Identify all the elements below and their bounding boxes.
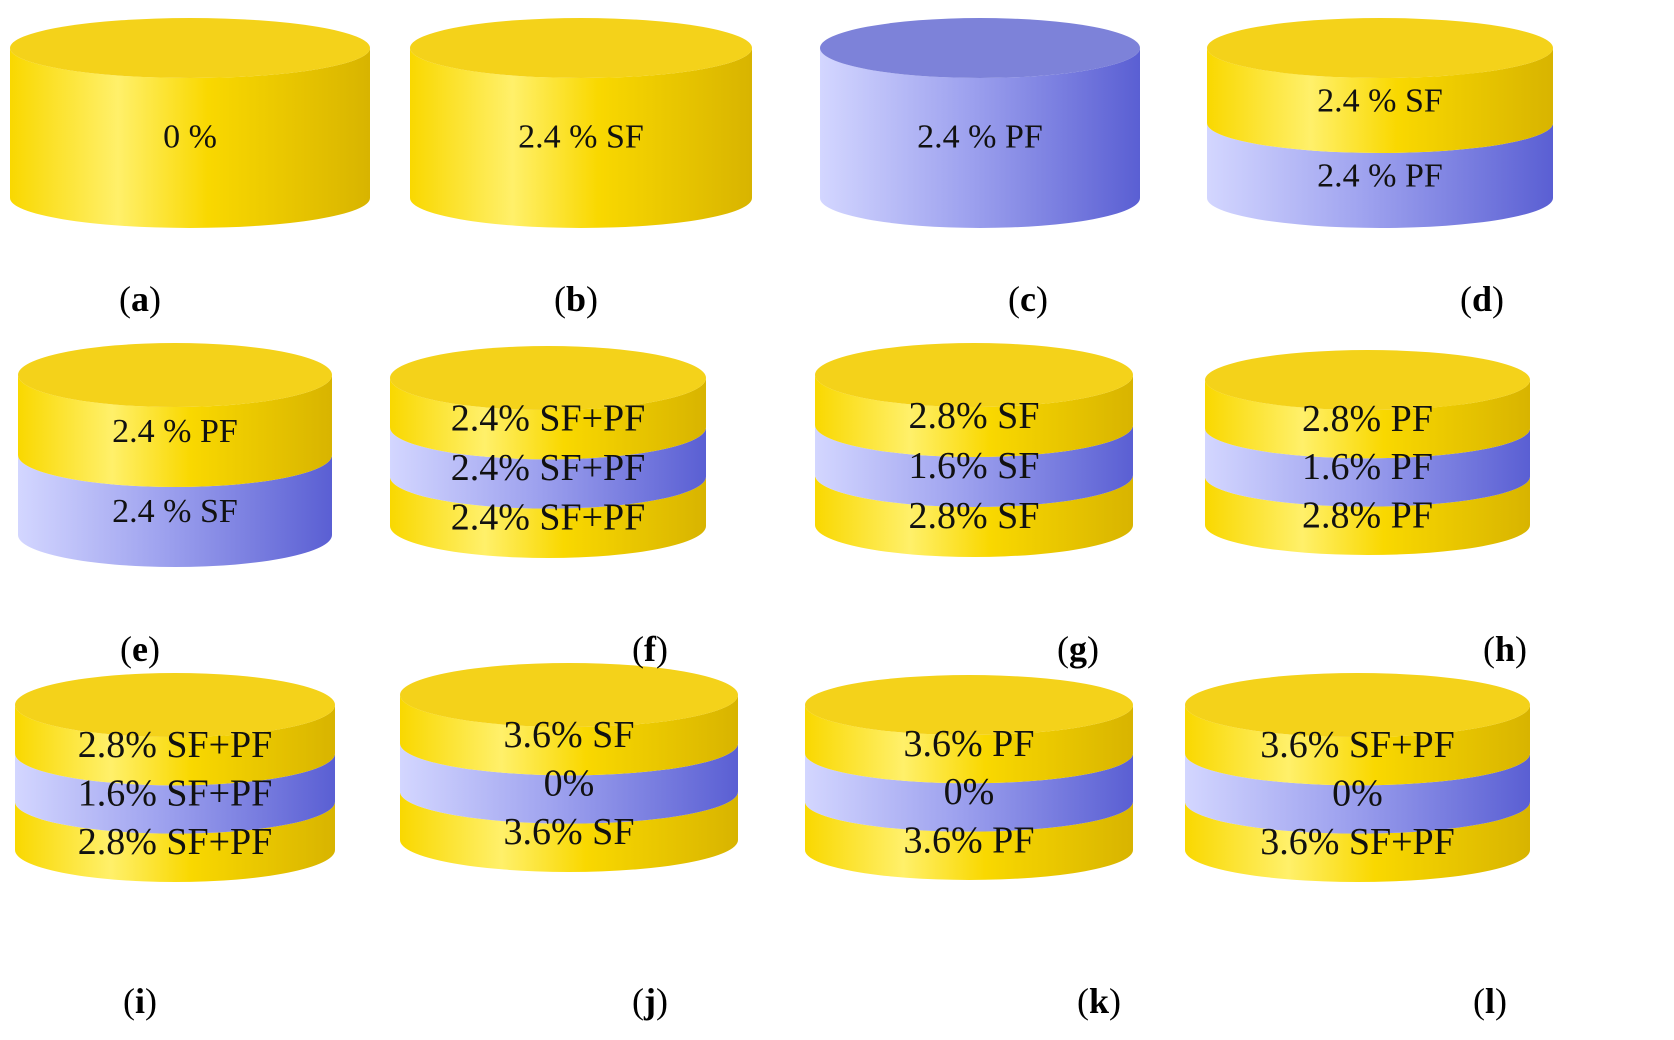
layer-label-l-2: 0% — [1332, 772, 1383, 814]
layer-label-a-1: 0 % — [163, 118, 217, 155]
top-face-c — [820, 18, 1140, 78]
layer-label-h-3: 2.8% PF — [1302, 495, 1433, 537]
layer-h-1 — [1205, 380, 1530, 459]
top-face-b — [410, 18, 752, 78]
layer-g-3 — [815, 475, 1133, 557]
layer-l-1 — [1185, 705, 1530, 786]
layer-f-1 — [390, 378, 706, 460]
panel-label-e: (e) — [120, 629, 160, 669]
cylinder-k: 3.6% PF 0% 3.6% PF — [805, 675, 1133, 880]
layer-label-l-3: 3.6% SF+PF — [1260, 821, 1455, 863]
top-face-i — [15, 673, 335, 737]
layer-f-2 — [390, 427, 706, 509]
layer-b-1 — [410, 48, 752, 228]
layer-h-3 — [1205, 476, 1530, 555]
top-face-a — [10, 18, 370, 78]
layer-e-2 — [18, 455, 332, 567]
top-face-j — [400, 663, 738, 727]
layer-f-3 — [390, 476, 706, 558]
layer-label-k-2: 0% — [944, 771, 995, 813]
layer-label-e-1: 2.4 % PF — [112, 413, 238, 450]
cylinder-d: 2.4 % SF 2.4 % PF — [1207, 18, 1553, 228]
layer-label-j-3: 3.6% SF — [504, 811, 635, 853]
layer-i-1 — [15, 705, 335, 786]
panel-label-a: (a) — [119, 279, 161, 319]
cylinder-j: 3.6% SF 0% 3.6% SF — [400, 663, 738, 872]
cylinder-b: 2.4 % SF — [410, 18, 752, 228]
layer-k-2 — [805, 753, 1133, 832]
panel-label-b: (b) — [553, 279, 599, 319]
layer-label-f-2: 2.4% SF+PF — [451, 447, 646, 489]
cylinder-e: 2.4 % PF 2.4 % SF — [18, 343, 332, 567]
layer-label-f-3: 2.4% SF+PF — [451, 496, 646, 538]
layer-label-b-1: 2.4 % SF — [518, 118, 644, 155]
cylinder-l: 3.6% SF+PF 0% 3.6% SF+PF — [1185, 673, 1530, 882]
layer-c-1 — [820, 48, 1140, 228]
layer-label-l-1: 3.6% SF+PF — [1260, 724, 1455, 766]
cylinder-c: 2.4 % PF — [820, 18, 1140, 228]
layer-g-2 — [815, 425, 1133, 507]
panel-label-l: (l) — [1472, 981, 1507, 1021]
cylinder-a: 0 % — [10, 18, 370, 228]
layer-k-3 — [805, 801, 1133, 880]
panel-label-k: (k) — [1076, 981, 1122, 1021]
layer-label-j-2: 0% — [544, 762, 595, 804]
layer-g-1 — [815, 375, 1133, 457]
layer-label-i-1: 2.8% SF+PF — [78, 724, 273, 766]
top-face-e — [18, 343, 332, 407]
layer-label-h-2: 1.6% PF — [1302, 446, 1433, 488]
layer-l-2 — [1185, 753, 1530, 834]
layer-label-e-2: 2.4 % SF — [112, 493, 238, 530]
panel-label-g: (g) — [1057, 629, 1099, 669]
cylinder-g: 2.8% SF 1.6% SF 2.8% SF — [815, 343, 1133, 557]
panel-label-i: (i) — [122, 981, 157, 1021]
layer-label-k-1: 3.6% PF — [904, 723, 1035, 765]
layer-label-g-2: 1.6% SF — [909, 445, 1040, 487]
layer-label-g-1: 2.8% SF — [909, 395, 1040, 437]
layer-d-2 — [1207, 123, 1553, 228]
top-face-f — [390, 346, 706, 410]
layer-j-1 — [400, 695, 738, 776]
panel-label-h: (h) — [1482, 629, 1528, 669]
layer-d-1 — [1207, 48, 1553, 153]
layer-j-3 — [400, 791, 738, 872]
panel-label-f: (f) — [632, 629, 668, 669]
layer-label-d-1: 2.4 % SF — [1317, 82, 1443, 119]
top-face-l — [1185, 673, 1530, 737]
top-face-d — [1207, 18, 1553, 78]
cylinder-i: 2.8% SF+PF 1.6% SF+PF 2.8% SF+PF — [15, 673, 335, 882]
layer-k-1 — [805, 705, 1133, 784]
top-face-h — [1205, 350, 1530, 410]
top-face-k — [805, 675, 1133, 735]
layer-label-d-2: 2.4 % PF — [1317, 157, 1443, 194]
layer-l-3 — [1185, 801, 1530, 882]
layer-label-h-1: 2.8% PF — [1302, 398, 1433, 440]
layer-label-f-1: 2.4% SF+PF — [451, 398, 646, 440]
panel-label-j: (j) — [632, 981, 668, 1021]
layer-label-j-1: 3.6% SF — [504, 714, 635, 756]
panel-label-d: (d) — [1459, 279, 1505, 319]
layer-label-c-1: 2.4 % PF — [917, 118, 1043, 155]
layer-e-1 — [18, 375, 332, 487]
layer-label-k-3: 3.6% PF — [904, 820, 1035, 862]
layer-a-1 — [10, 48, 370, 228]
layer-j-2 — [400, 743, 738, 824]
cylinder-f: 2.4% SF+PF 2.4% SF+PF 2.4% SF+PF — [390, 346, 706, 558]
cylinder-h: 2.8% PF 1.6% PF 2.8% PF — [1205, 350, 1530, 555]
layer-label-i-2: 1.6% SF+PF — [78, 772, 273, 814]
top-face-g — [815, 343, 1133, 407]
panel-label-c: (c) — [1008, 279, 1048, 319]
layer-i-2 — [15, 753, 335, 834]
layer-label-i-3: 2.8% SF+PF — [78, 821, 273, 863]
layer-i-3 — [15, 801, 335, 882]
layer-label-g-3: 2.8% SF — [909, 495, 1040, 537]
layer-h-2 — [1205, 428, 1530, 507]
